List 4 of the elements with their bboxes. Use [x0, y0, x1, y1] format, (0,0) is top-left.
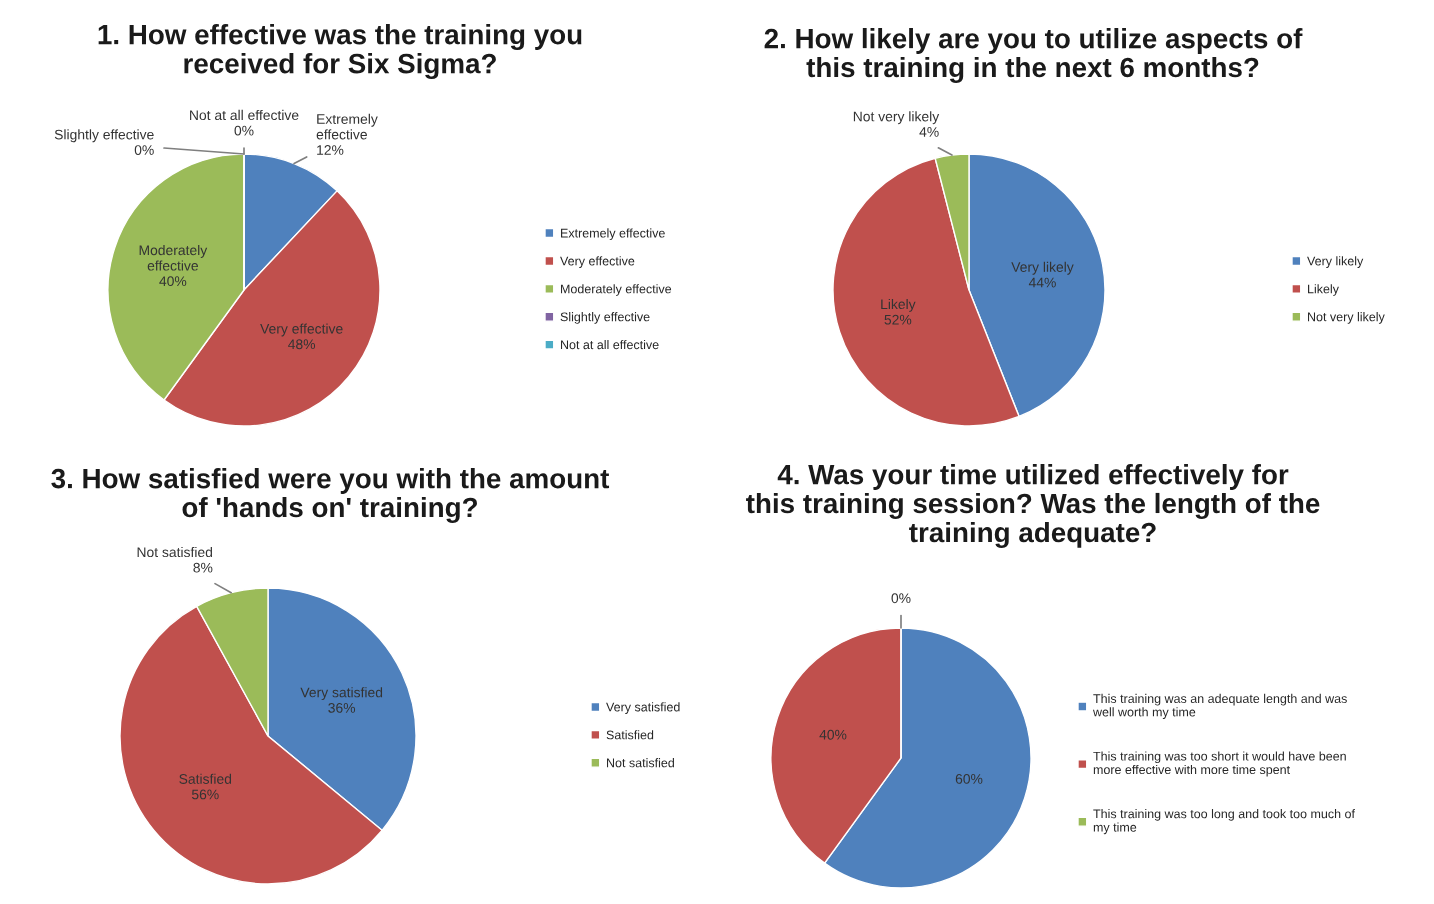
chart-title: 2. How likely are you to utilize aspects of this training in the next 6 months? — [764, 28, 1303, 83]
chart-title: 4. Was your time utilized effectively for this training session? Was the length of the training adequate? — [746, 464, 1320, 548]
chart-title: 3. How satisfied were you with the amount of 'hands on' training? — [51, 468, 610, 523]
chart-title: 1. How effective was the training you received for Six Sigma? — [98, 24, 582, 80]
